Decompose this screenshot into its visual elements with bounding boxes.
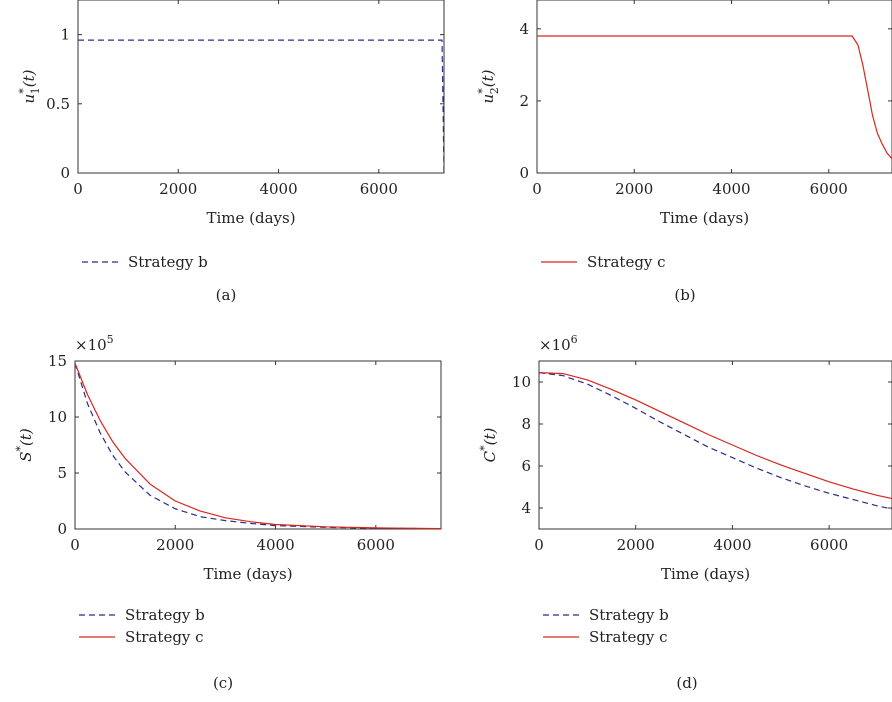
x-tick-label: 2000 (617, 536, 655, 554)
y-tick-label: 0 (57, 520, 67, 538)
panel-caption: (c) (213, 674, 233, 692)
y-axis-label: u*2(t) (476, 69, 501, 103)
x-tick-label: 6000 (810, 180, 848, 198)
y-label-sup: * (14, 445, 27, 451)
legend-entry: Strategy b (128, 253, 208, 271)
x-tick-label: 2000 (156, 536, 194, 554)
y-label-base: u (20, 94, 38, 104)
x-axis-label: Time (days) (206, 209, 295, 227)
plot-frame (538, 360, 892, 530)
y-tick-label: 4 (521, 499, 531, 517)
x-tick-label: 0 (73, 180, 83, 198)
legend-entry: Strategy c (587, 253, 666, 271)
y-tick-label: 1 (60, 26, 70, 44)
x-tick-label: 0 (532, 180, 542, 198)
multiplier-base: ×10 (539, 336, 571, 354)
y-tick-label: 4 (519, 20, 529, 38)
y-label-arg: (t) (481, 427, 499, 445)
x-tick-label: 4000 (259, 180, 297, 198)
axis-multiplier: ×106 (539, 333, 578, 354)
y-label-base: C (481, 450, 499, 462)
y-tick-label: 5 (57, 464, 67, 482)
plot-frame (77, 0, 445, 174)
legend-entry: Strategy c (125, 628, 204, 646)
series-line-strategy-c (75, 362, 441, 529)
axis-multiplier: ×105 (75, 333, 114, 354)
panel-caption: (a) (216, 286, 237, 304)
y-tick-label: 10 (512, 373, 531, 391)
x-axis-label: Time (days) (661, 565, 750, 583)
x-axis-label: Time (days) (203, 565, 292, 583)
series-line-strategy-b (78, 39, 444, 173)
x-tick-label: 4000 (256, 536, 294, 554)
y-tick-label: 2 (519, 92, 529, 110)
x-axis-label: Time (days) (660, 209, 749, 227)
y-label-base: u (479, 94, 497, 104)
x-tick-label: 6000 (360, 180, 398, 198)
y-tick-label: 6 (521, 457, 531, 475)
y-tick-label: 8 (521, 415, 531, 433)
panel-caption: (b) (674, 286, 695, 304)
y-label-base: S (17, 451, 35, 461)
plot-frame (74, 360, 442, 530)
legend-entry: Strategy c (589, 628, 668, 646)
y-label-sub: 1 (29, 87, 42, 94)
x-tick-label: 0 (534, 536, 544, 554)
y-label-arg: (t) (479, 69, 497, 87)
plot-frame (536, 0, 892, 174)
x-tick-label: 6000 (810, 536, 848, 554)
y-label-sup: * (476, 88, 489, 94)
y-label-arg: (t) (20, 69, 38, 87)
x-tick-label: 2000 (615, 180, 653, 198)
y-tick-label: 0 (519, 164, 529, 182)
y-tick-label: 15 (48, 352, 67, 370)
multiplier-exp: 6 (571, 333, 578, 346)
y-label-sub: 2 (488, 87, 501, 94)
x-tick-label: 2000 (159, 180, 197, 198)
y-axis-label: S*(t) (14, 428, 35, 462)
y-axis-label: C*(t) (478, 427, 499, 462)
legend-entry: Strategy b (125, 606, 205, 624)
multiplier-exp: 5 (107, 333, 114, 346)
y-axis-label: u*1(t) (17, 69, 42, 103)
x-tick-label: 4000 (713, 536, 751, 554)
x-tick-label: 6000 (357, 536, 395, 554)
y-tick-label: 10 (48, 408, 67, 426)
y-tick-label: 0.5 (46, 95, 70, 113)
multiplier-base: ×10 (75, 336, 107, 354)
legend-entry: Strategy b (589, 606, 669, 624)
y-tick-label: 0 (60, 164, 70, 182)
y-label-sup: * (478, 445, 491, 451)
x-tick-label: 0 (70, 536, 80, 554)
x-tick-label: 4000 (712, 180, 750, 198)
series-line-strategy-b (539, 372, 892, 510)
panel-caption: (d) (676, 674, 697, 692)
series-line-strategy-c (537, 35, 892, 160)
y-label-arg: (t) (17, 428, 35, 446)
series-line-strategy-c (539, 372, 892, 500)
series-line-strategy-b (75, 363, 441, 529)
y-label-sup: * (17, 88, 30, 94)
